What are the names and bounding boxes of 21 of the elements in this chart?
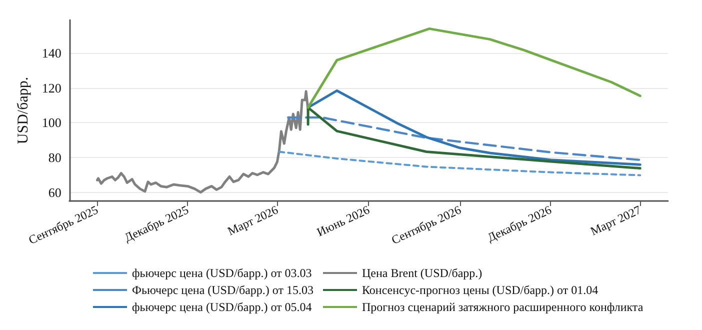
- line-series: [287, 116, 642, 162]
- legend-label: фьючерс цена (USD/барр.) от 05.04: [132, 300, 312, 314]
- line-series: [306, 106, 642, 170]
- line-series: [96, 90, 310, 194]
- y-tick-label: 80: [48, 150, 62, 165]
- legend-label: Цена Brent (USD/барр.): [362, 266, 482, 280]
- x-tick-label: Июнь 2026: [314, 202, 372, 240]
- line-series: [278, 150, 642, 176]
- y-tick-label: 60: [48, 184, 62, 200]
- y-tick-label: 140: [42, 46, 62, 61]
- y-tick-label: 120: [42, 80, 62, 96]
- x-tick-label: Март 2027: [588, 202, 644, 238]
- legend-label: Фьючерс цена (USD/барр.) от 15.03: [132, 283, 314, 297]
- legend-label: фьючерс цена (USD/барр.) от 03.03: [132, 266, 312, 280]
- legend-label: Консенсус-прогноз цены (USD/барр.) от 01.04: [362, 283, 598, 297]
- x-tick-label: Март 2026: [225, 202, 280, 238]
- line-series: [306, 27, 642, 109]
- legend-label: Прогноз сценарий затяжного расширенного конфликта: [362, 300, 644, 314]
- line-series: [306, 89, 642, 166]
- y-axis-title: USD/барр.: [16, 76, 32, 144]
- y-tick-label: 100: [42, 115, 62, 130]
